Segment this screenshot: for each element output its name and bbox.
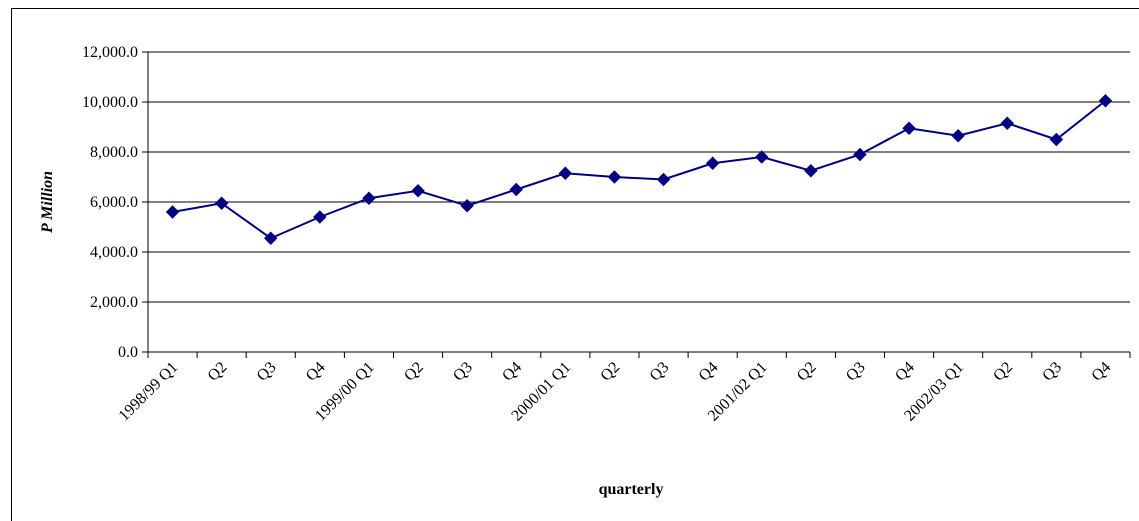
x-tick-label: Q3 (647, 359, 673, 385)
x-tick-label: Q4 (892, 359, 918, 385)
x-tick-label: Q2 (205, 359, 231, 385)
x-axis-title: quarterly (599, 481, 664, 498)
data-point (607, 170, 622, 184)
y-tick-label: 4,000.0 (90, 244, 138, 261)
y-tick-label: 0.0 (118, 344, 138, 361)
x-tick-label: Q2 (794, 359, 820, 385)
chart-frame (11, 8, 1139, 521)
data-point (509, 182, 523, 197)
data-point (1098, 94, 1113, 108)
x-tick-label: Q3 (254, 359, 280, 385)
series-line (172, 99, 1107, 240)
data-point (362, 191, 376, 205)
data-point (313, 210, 327, 224)
x-tick-label: Q4 (303, 359, 329, 385)
data-point (411, 184, 425, 198)
axes (142, 51, 1131, 358)
data-point (1049, 132, 1064, 147)
series (165, 94, 1113, 245)
data-point (755, 150, 769, 164)
y-axis-title: P Million (39, 171, 56, 234)
y-tick-label: 10,000.0 (82, 94, 138, 111)
y-tick-label: 2,000.0 (90, 294, 138, 311)
data-point (705, 156, 720, 170)
data-point (1000, 116, 1014, 130)
data-point (656, 172, 671, 187)
x-tick-label: Q4 (696, 359, 722, 385)
data-point (804, 164, 818, 178)
data-point (558, 166, 573, 180)
x-tick-label: Q2 (401, 359, 427, 385)
data-point (902, 121, 916, 135)
x-tick-label: Q3 (450, 359, 476, 385)
y-tick-labels: 0.0 2,000.0 4,000.0 6,000.0 8,000.0 10,000.0 1… (82, 44, 138, 361)
x-tick-label: Q4 (1088, 359, 1114, 385)
x-tick-label: Q3 (1039, 359, 1065, 385)
data-point (951, 129, 965, 143)
x-tick-label: Q4 (499, 359, 525, 385)
x-tick-label: Q2 (597, 359, 623, 385)
data-point (853, 147, 867, 162)
x-tick-label: Q2 (990, 359, 1016, 385)
y-tick-label: 12,000.0 (82, 44, 138, 61)
data-point (165, 205, 180, 219)
x-tick-label: Q3 (843, 359, 869, 385)
y-tick-label: 8,000.0 (90, 144, 138, 161)
data-point (264, 231, 278, 245)
y-tick-label: 6,000.0 (90, 194, 138, 211)
data-point (214, 196, 229, 210)
data-point (460, 199, 474, 213)
gridlines (148, 51, 1130, 303)
x-tick-label: 1998/99 Q1 (116, 359, 182, 425)
